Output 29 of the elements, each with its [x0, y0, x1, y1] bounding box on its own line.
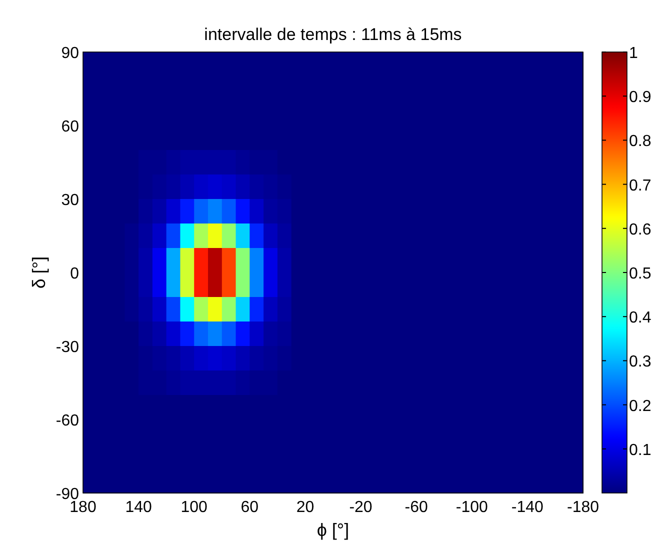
x-tick-label: -60: [404, 499, 428, 516]
chart-title: intervalle de temps : 11ms à 15ms: [204, 25, 462, 44]
x-tick-label: -180: [566, 499, 600, 516]
color-bar-label: 0.9: [629, 89, 652, 106]
y-tick-label: -60: [56, 412, 80, 430]
color-bar-label: 0.7: [629, 177, 652, 194]
y-axis-title: δ [°]: [29, 256, 49, 289]
x-tick-label: 100: [180, 499, 208, 516]
x-tick-label: 60: [240, 499, 259, 516]
color-bar-label: 0.3: [629, 354, 652, 371]
color-bar-label: 0.1: [629, 442, 652, 459]
x-tick-label: -100: [456, 499, 488, 516]
x-tick-label: 140: [125, 499, 152, 516]
y-tick-label: 90: [61, 45, 80, 62]
y-tick-label: 0: [70, 266, 80, 282]
x-tick-label: -20: [349, 499, 372, 516]
y-tick-label: 60: [61, 118, 80, 136]
x-tick-label: 180: [70, 499, 96, 516]
color-bar-label: 0.8: [629, 133, 652, 150]
x-tick-label: 20: [296, 499, 314, 516]
x-tick-label: -140: [511, 499, 544, 516]
color-bar-label: 1: [629, 45, 638, 62]
x-axis-title: ϕ [°]: [316, 520, 350, 540]
color-bar-label: 0.5: [629, 266, 652, 282]
y-tick-label: 30: [61, 192, 80, 209]
y-tick-label: -30: [56, 339, 80, 356]
color-bar-label: 0.4: [629, 310, 652, 327]
color-bar-label: 0.6: [629, 221, 652, 238]
color-bar-label: 0.2: [629, 398, 652, 415]
